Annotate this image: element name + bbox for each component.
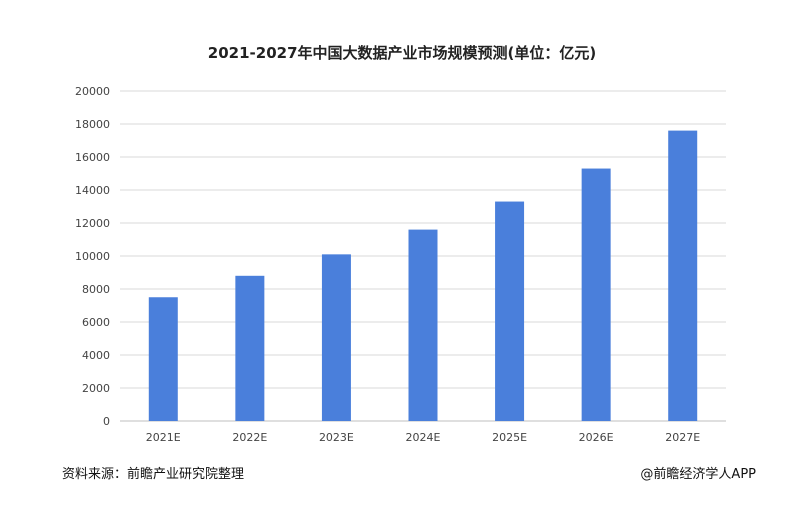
y-tick-label: 2000 xyxy=(82,382,110,395)
bar xyxy=(668,130,698,421)
bar xyxy=(148,297,178,421)
bar xyxy=(235,275,265,421)
x-tick-label: 2026E xyxy=(579,431,614,444)
x-tick-label: 2027E xyxy=(665,431,700,444)
y-tick-label: 4000 xyxy=(82,349,110,362)
x-tick-label: 2022E xyxy=(232,431,267,444)
x-tick-label: 2021E xyxy=(146,431,181,444)
y-tick-label: 16000 xyxy=(75,151,110,164)
y-axis-ticks: 0 2000 4000 6000 8000 10000 12000 14000 16000 180… xyxy=(75,85,110,428)
bar xyxy=(581,168,611,421)
x-axis-ticks: 2021E 2022E 2023E 2024E 2025E 2026E 2027E xyxy=(146,431,700,444)
y-tick-label: 18000 xyxy=(75,118,110,131)
x-tick-label: 2024E xyxy=(406,431,441,444)
bar xyxy=(321,254,351,421)
y-tick-label: 14000 xyxy=(75,184,110,197)
y-tick-label: 0 xyxy=(103,415,110,428)
y-tick-label: 6000 xyxy=(82,316,110,329)
y-tick-label: 20000 xyxy=(75,85,110,98)
y-tick-label: 12000 xyxy=(75,217,110,230)
bar xyxy=(408,229,438,421)
x-tick-label: 2025E xyxy=(492,431,527,444)
credit-note: @前瞻经济学人APP xyxy=(640,467,756,482)
source-note: 资料来源：前瞻产业研究院整理 xyxy=(62,467,245,482)
bars xyxy=(148,130,698,421)
y-tick-label: 8000 xyxy=(82,283,110,296)
y-tick-label: 10000 xyxy=(75,250,110,263)
x-tick-label: 2023E xyxy=(319,431,354,444)
chart-title: 2021-2027年中国大数据产业市场规模预测(单位：亿元) xyxy=(207,44,597,62)
bar xyxy=(495,201,525,421)
